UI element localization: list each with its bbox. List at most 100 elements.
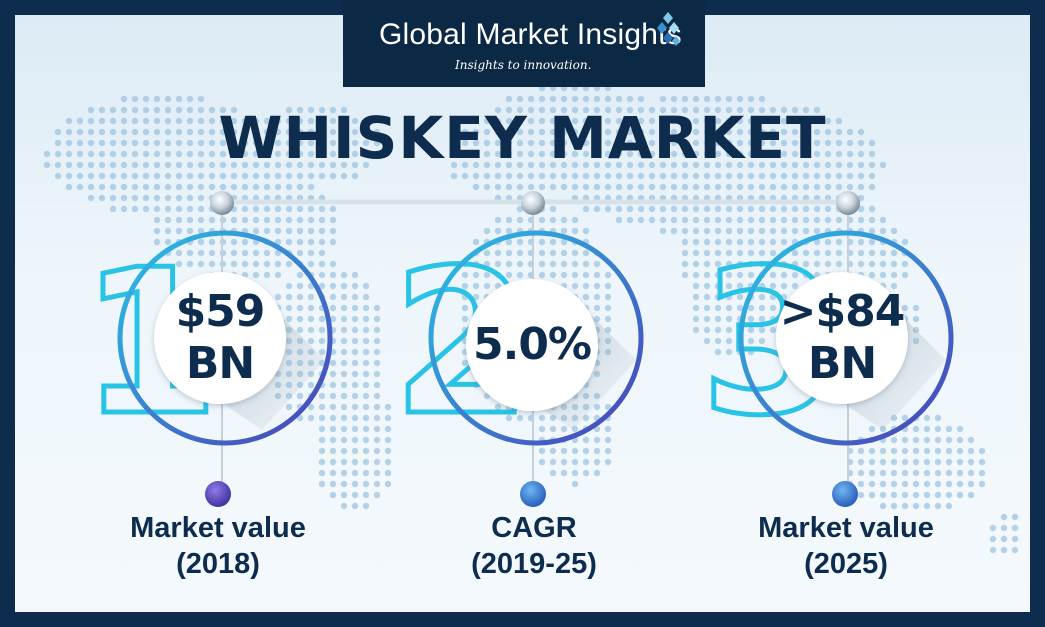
- map-dot: [692, 249, 700, 257]
- map-dot: [516, 128, 524, 136]
- map-dot: [747, 271, 755, 279]
- map-dot: [219, 183, 227, 191]
- map-dot: [593, 458, 601, 466]
- map-dot: [802, 139, 810, 147]
- map-dot: [307, 106, 315, 114]
- map-dot: [340, 370, 348, 378]
- map-dot: [208, 106, 216, 114]
- map-dot: [725, 172, 733, 180]
- map-dot: [692, 205, 700, 213]
- map-dot: [296, 293, 304, 301]
- map-dot: [461, 139, 469, 147]
- map-dot: [494, 249, 502, 257]
- map-dot: [252, 139, 260, 147]
- map-dot: [472, 282, 480, 290]
- map-dot: [736, 139, 744, 147]
- map-dot: [186, 106, 194, 114]
- map-dot: [604, 161, 612, 169]
- map-dot: [769, 117, 777, 125]
- map-dot: [263, 128, 271, 136]
- map-dot: [153, 194, 161, 202]
- map-dot: [703, 128, 711, 136]
- map-dot: [758, 282, 766, 290]
- map-dot: [131, 205, 139, 213]
- map-dot: [274, 205, 282, 213]
- map-dot: [956, 447, 964, 455]
- map-dot: [186, 227, 194, 235]
- map-dot: [252, 161, 260, 169]
- map-dot: [351, 117, 359, 125]
- map-dot: [725, 271, 733, 279]
- map-dot: [98, 106, 106, 114]
- map-dot: [120, 161, 128, 169]
- map-dot: [758, 326, 766, 334]
- map-dot: [538, 216, 546, 224]
- map-dot: [758, 205, 766, 213]
- map-dot: [703, 315, 711, 323]
- map-dot: [120, 128, 128, 136]
- map-dot: [692, 293, 700, 301]
- map-dot: [142, 95, 150, 103]
- map-dot: [538, 271, 546, 279]
- map-dot: [692, 260, 700, 268]
- map-dot: [241, 139, 249, 147]
- map-dot: [670, 216, 678, 224]
- map-dot: [373, 469, 381, 477]
- map-dot: [769, 315, 777, 323]
- map-dot: [186, 216, 194, 224]
- map-dot: [604, 425, 612, 433]
- map-dot: [736, 106, 744, 114]
- map-dot: [901, 271, 909, 279]
- map-dot: [318, 425, 326, 433]
- map-dot: [582, 436, 590, 444]
- map-dot: [681, 238, 689, 246]
- map-dot: [329, 161, 337, 169]
- map-dot: [362, 381, 370, 389]
- map-dot: [76, 150, 84, 158]
- map-dot: [725, 337, 733, 345]
- map-dot: [340, 161, 348, 169]
- map-dot: [780, 172, 788, 180]
- map-dot: [516, 205, 524, 213]
- map-dot: [813, 106, 821, 114]
- map-dot: [560, 117, 568, 125]
- map-dot: [263, 150, 271, 158]
- map-dot: [98, 161, 106, 169]
- map-dot: [340, 337, 348, 345]
- map-dot: [813, 238, 821, 246]
- map-dot: [725, 238, 733, 246]
- map-dot: [791, 106, 799, 114]
- map-dot: [538, 139, 546, 147]
- map-dot: [681, 205, 689, 213]
- map-dot: [593, 282, 601, 290]
- map-dot: [703, 161, 711, 169]
- map-dot: [230, 106, 238, 114]
- map-dot: [637, 106, 645, 114]
- map-dot: [802, 117, 810, 125]
- map-dot: [197, 106, 205, 114]
- map-dot: [549, 271, 557, 279]
- map-dot: [340, 315, 348, 323]
- map-dot: [109, 117, 117, 125]
- map-dot: [626, 95, 634, 103]
- map-dot: [560, 216, 568, 224]
- map-dot: [978, 480, 986, 488]
- map-dot: [527, 172, 535, 180]
- map-dot: [912, 491, 920, 499]
- map-dot: [516, 260, 524, 268]
- map-dot: [747, 260, 755, 268]
- map-dot: [901, 502, 909, 510]
- map-dot: [307, 150, 315, 158]
- label-line-2: (2018): [176, 548, 260, 580]
- map-dot: [263, 161, 271, 169]
- map-dot: [230, 183, 238, 191]
- map-dot: [780, 183, 788, 191]
- map-dot: [285, 315, 293, 323]
- map-dot: [582, 249, 590, 257]
- map-dot: [549, 172, 557, 180]
- map-dot: [802, 227, 810, 235]
- map-dot: [879, 491, 887, 499]
- map-dot: [538, 260, 546, 268]
- stat-1-label: Market value (2018): [88, 510, 348, 582]
- map-dot: [934, 469, 942, 477]
